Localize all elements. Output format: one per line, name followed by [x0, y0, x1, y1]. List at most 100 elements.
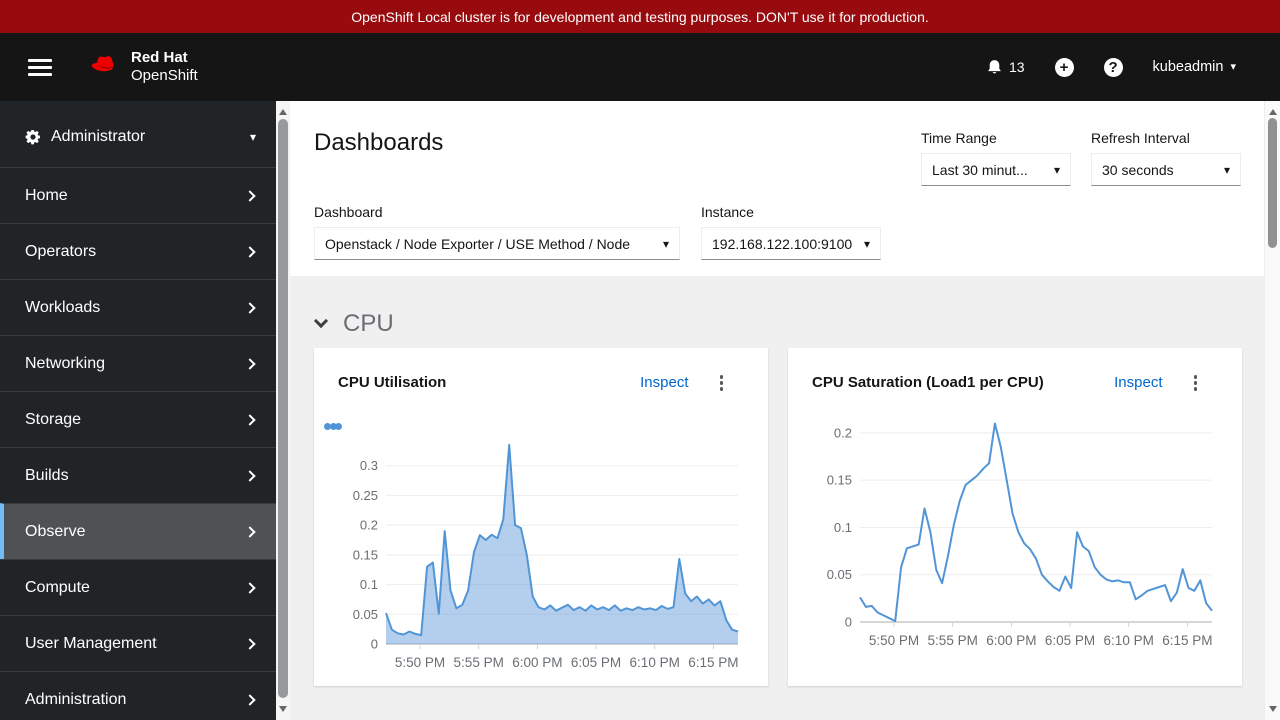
caret-down-icon: ▾	[249, 130, 256, 144]
svg-text:6:00 PM: 6:00 PM	[512, 655, 562, 670]
svg-text:6:05 PM: 6:05 PM	[1045, 633, 1095, 648]
chevron-right-icon	[244, 637, 256, 650]
time-range-value: Last 30 minut...	[932, 161, 1028, 178]
svg-text:0.25: 0.25	[353, 488, 378, 503]
chart-legend	[324, 423, 342, 430]
main-scrollbar[interactable]	[1264, 101, 1280, 720]
scroll-up-arrow-icon[interactable]	[279, 109, 287, 115]
chevron-right-icon	[244, 301, 256, 314]
svg-text:6:15 PM: 6:15 PM	[1162, 633, 1212, 648]
caret-down-icon: ▾	[1230, 60, 1236, 73]
sidebar-item-compute[interactable]: Compute	[0, 559, 276, 615]
svg-text:0.2: 0.2	[360, 518, 378, 533]
scroll-down-arrow-icon[interactable]	[279, 706, 287, 712]
sidebar-item-user-management[interactable]: User Management	[0, 615, 276, 671]
brand-product: OpenShift	[131, 67, 198, 84]
sidebar-item-label: Administration	[25, 690, 127, 708]
sidebar-item-networking[interactable]: Networking	[0, 335, 276, 391]
sidebar-item-label: Operators	[25, 242, 97, 260]
cpu-saturation-chart: 0 0.05 0.1 0.15 0.2 5:50 PM 5:55 PM 6:00 PM 6:05…	[796, 406, 1226, 659]
svg-text:5:50 PM: 5:50 PM	[869, 633, 919, 648]
sidebar-item-operators[interactable]: Operators	[0, 223, 276, 279]
caret-down-icon: ▾	[662, 236, 669, 251]
svg-text:6:10 PM: 6:10 PM	[1104, 633, 1154, 648]
chevron-right-icon	[244, 189, 256, 202]
svg-text:0.1: 0.1	[360, 577, 378, 592]
dashboard-body: CPU CPU Utilisation Inspect 0 0.05 0.1 0.15…	[290, 276, 1264, 720]
instance-select[interactable]: 192.168.122.100:9100 ▾	[701, 227, 881, 260]
hamburger-icon	[28, 58, 52, 62]
sidebar-item-storage[interactable]: Storage	[0, 391, 276, 447]
caret-down-icon: ▾	[1053, 162, 1060, 177]
refresh-interval-select[interactable]: 30 seconds ▾	[1091, 153, 1241, 186]
inspect-link[interactable]: Inspect	[640, 374, 689, 392]
svg-text:0.15: 0.15	[353, 547, 378, 562]
sidebar-item-home[interactable]: Home	[0, 167, 276, 223]
notification-count: 13	[1008, 59, 1025, 75]
refresh-interval-value: 30 seconds	[1102, 161, 1174, 178]
plus-circle-icon: +	[1054, 57, 1074, 77]
perspective-switcher[interactable]: Administrator ▾	[0, 107, 276, 167]
add-button[interactable]: +	[1054, 57, 1074, 77]
instance-value: 192.168.122.100:9100	[712, 235, 853, 252]
cpu-utilisation-chart: 0 0.05 0.1 0.15 0.2 0.25 0.3 5:50 PM 5:55 PM 6:00…	[322, 428, 752, 681]
svg-text:5:55 PM: 5:55 PM	[928, 633, 978, 648]
card-title: CPU Saturation (Load1 per CPU)	[812, 374, 1044, 392]
sidebar-item-label: User Management	[25, 634, 157, 652]
banner-text: OpenShift Local cluster is for developme…	[351, 8, 929, 25]
sidebar-item-builds[interactable]: Builds	[0, 447, 276, 503]
svg-text:0: 0	[371, 637, 378, 652]
chevron-right-icon	[244, 357, 256, 370]
dashboard-value: Openstack / Node Exporter / USE Method /…	[325, 235, 631, 252]
svg-text:6:05 PM: 6:05 PM	[571, 655, 621, 670]
nav-toggle-button[interactable]	[28, 58, 52, 76]
sidebar-item-administration[interactable]: Administration	[0, 671, 276, 720]
cluster-warning-banner: OpenShift Local cluster is for developme…	[0, 0, 1280, 33]
kebab-menu-icon[interactable]	[717, 372, 727, 394]
question-circle-icon: ?	[1103, 57, 1123, 77]
perspective-label: Administrator	[51, 128, 146, 145]
chevron-right-icon	[244, 469, 256, 482]
kebab-menu-icon[interactable]	[1191, 372, 1201, 394]
section-title: CPU	[343, 310, 394, 337]
main-scrollbar-thumb[interactable]	[1268, 118, 1277, 248]
scroll-up-arrow-icon[interactable]	[1269, 109, 1277, 115]
svg-text:0.05: 0.05	[827, 567, 852, 582]
notifications-button[interactable]: 13	[986, 59, 1025, 76]
chevron-right-icon	[244, 525, 256, 538]
masthead: Red Hat OpenShift 13 + ? kubeadmin ▾	[0, 33, 1280, 101]
sidebar-item-label: Workloads	[25, 298, 101, 316]
scroll-down-arrow-icon[interactable]	[1269, 706, 1277, 712]
sidebar-item-label: Observe	[25, 522, 86, 540]
chevron-right-icon	[244, 413, 256, 426]
brand-logo[interactable]: Red Hat OpenShift	[84, 49, 198, 85]
svg-text:0.05: 0.05	[353, 607, 378, 622]
user-menu[interactable]: kubeadmin ▾	[1153, 59, 1236, 75]
bell-icon	[988, 59, 1001, 74]
chevron-down-icon	[313, 313, 329, 329]
cpu-saturation-card: CPU Saturation (Load1 per CPU) Inspect 0…	[788, 348, 1242, 686]
svg-text:0.1: 0.1	[834, 520, 852, 535]
page-header: Dashboards Time Range Last 30 minut... ▾…	[290, 101, 1264, 276]
caret-down-icon: ▾	[863, 236, 870, 251]
time-range-select[interactable]: Last 30 minut... ▾	[921, 153, 1071, 186]
svg-text:5:50 PM: 5:50 PM	[395, 655, 445, 670]
svg-text:6:15 PM: 6:15 PM	[688, 655, 738, 670]
sidebar-item-label: Networking	[25, 354, 106, 372]
sidebar-item-label: Storage	[25, 410, 82, 428]
sidebar-item-label: Compute	[25, 578, 90, 596]
brand-name: Red Hat	[131, 49, 188, 66]
cpu-utilisation-card: CPU Utilisation Inspect 0 0.05 0.1 0.15 0.2 0…	[314, 348, 768, 686]
cpu-section-toggle[interactable]: CPU	[313, 310, 394, 338]
dashboard-select[interactable]: Openstack / Node Exporter / USE Method /…	[314, 227, 680, 260]
card-title: CPU Utilisation	[338, 374, 447, 392]
sidebar-item-workloads[interactable]: Workloads	[0, 279, 276, 335]
inspect-link[interactable]: Inspect	[1114, 374, 1163, 392]
sidebar-scrollbar[interactable]	[276, 101, 290, 720]
instance-label: Instance	[701, 204, 754, 220]
help-button[interactable]: ?	[1103, 57, 1123, 77]
sidebar-item-label: Builds	[25, 466, 69, 484]
dashboard-label: Dashboard	[314, 204, 383, 220]
sidebar-item-observe[interactable]: Observe	[0, 503, 276, 559]
sidebar-scrollbar-thumb[interactable]	[278, 119, 288, 698]
